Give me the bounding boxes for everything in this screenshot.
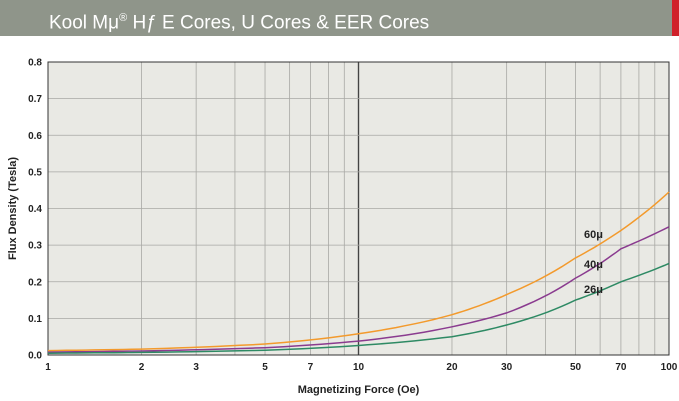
plot-border (47, 61, 670, 356)
series-label: 60μ (584, 229, 603, 241)
y-tick-label: 0.2 (28, 277, 42, 288)
series-line-1 (47, 226, 670, 353)
x-tick-label: 7 (308, 362, 314, 373)
y-tick-label: 0.8 (28, 58, 42, 69)
x-axis-label: Magnetizing Force (Oe) (298, 384, 420, 396)
y-tick-label: 0.4 (28, 204, 42, 215)
header-title: Kool Mμ (49, 12, 120, 34)
page-header: Kool Mμ® Hƒ E Cores, U Cores & EER Cores (0, 0, 672, 36)
y-tick-label: 0.1 (28, 314, 42, 325)
y-tick-label: 0.3 (28, 241, 42, 252)
x-tick-label: 3 (193, 362, 199, 373)
y-tick-label: 0.5 (28, 167, 42, 178)
y-tick-label: 0.0 (28, 351, 42, 362)
series-label: 40μ (584, 259, 603, 271)
x-tick-label: 70 (615, 362, 627, 373)
x-tick-label: 5 (262, 362, 268, 373)
x-tick-label: 50 (570, 362, 582, 373)
x-tick-label: 10 (353, 362, 365, 373)
header-registered: ® (119, 12, 128, 24)
header-title-rest: Hƒ E Cores, U Cores & EER Cores (127, 12, 430, 34)
y-tick-label: 0.6 (28, 131, 42, 142)
x-tick-label: 2 (139, 362, 145, 373)
series-label: 26μ (584, 284, 603, 296)
y-axis-label: Flux Density (Tesla) (7, 157, 19, 260)
y-tick-label: 0.7 (28, 94, 42, 105)
x-tick-label: 100 (661, 362, 678, 373)
x-tick-label: 30 (501, 362, 513, 373)
series-line-2 (47, 262, 670, 354)
x-tick-label: 1 (45, 362, 51, 373)
x-tick-label: 20 (446, 362, 458, 373)
series-line-0 (47, 191, 670, 352)
header-accent-stripe (672, 0, 679, 36)
